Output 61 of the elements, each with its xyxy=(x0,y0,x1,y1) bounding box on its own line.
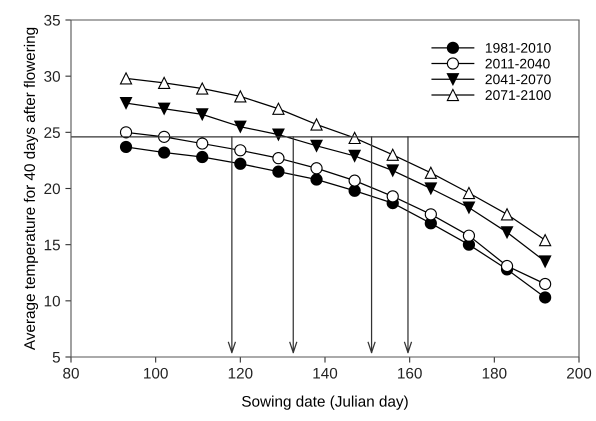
point xyxy=(386,190,399,202)
point xyxy=(462,186,476,200)
x-tick-label: 80 xyxy=(63,368,79,379)
point xyxy=(462,230,476,242)
point xyxy=(234,90,246,102)
point xyxy=(272,166,285,178)
y-tick-label: 15 xyxy=(44,240,60,250)
x-tick-label: 200 xyxy=(567,368,592,379)
point xyxy=(196,82,208,95)
point xyxy=(120,97,132,110)
x-axis-title: Sowing date (Julian day) xyxy=(242,396,408,410)
point xyxy=(310,173,323,186)
point xyxy=(424,166,437,179)
point xyxy=(310,140,323,152)
x-tick-label: 120 xyxy=(228,368,252,379)
y-tick-label: 25 xyxy=(44,127,60,138)
point xyxy=(348,184,361,197)
x-tick-label: 140 xyxy=(313,368,338,379)
x-tick-label: 160 xyxy=(398,368,422,379)
point xyxy=(500,260,514,272)
point xyxy=(539,255,552,268)
x-tick-label: 100 xyxy=(144,368,168,379)
point xyxy=(120,126,132,138)
point xyxy=(196,150,208,164)
point xyxy=(424,182,437,195)
legend-label: 2011-2040 xyxy=(486,58,550,69)
point xyxy=(158,76,170,90)
point xyxy=(386,164,399,177)
point xyxy=(196,108,208,120)
point xyxy=(272,152,285,164)
point xyxy=(539,278,552,290)
legend-label: 1981-2010 xyxy=(486,42,551,53)
point xyxy=(386,148,399,161)
y-axis-title: Average temperature for 40 days after flowering xyxy=(24,28,38,350)
legend-label: 2071-2100 xyxy=(486,90,551,100)
y-tick-label: 20 xyxy=(44,183,60,194)
point xyxy=(424,208,437,220)
point xyxy=(272,102,285,115)
point xyxy=(234,158,246,170)
point xyxy=(348,150,361,162)
point xyxy=(120,72,132,85)
y-tick-label: 5 xyxy=(52,352,60,363)
y-tick-label: 30 xyxy=(44,71,60,82)
point xyxy=(310,118,323,131)
point xyxy=(539,291,552,304)
y-tick-label: 35 xyxy=(44,14,60,26)
point xyxy=(234,120,246,133)
point xyxy=(539,234,552,246)
point xyxy=(500,208,514,220)
point xyxy=(348,174,361,187)
legend-label: 2041-2070 xyxy=(486,74,551,84)
point xyxy=(158,102,170,115)
point xyxy=(234,144,246,156)
y-tick-label: 10 xyxy=(44,296,60,307)
point xyxy=(158,146,170,159)
point xyxy=(310,162,323,174)
x-tick-label: 180 xyxy=(482,368,506,379)
point xyxy=(462,201,476,214)
point xyxy=(196,137,208,150)
point xyxy=(500,226,514,238)
point xyxy=(120,140,132,154)
